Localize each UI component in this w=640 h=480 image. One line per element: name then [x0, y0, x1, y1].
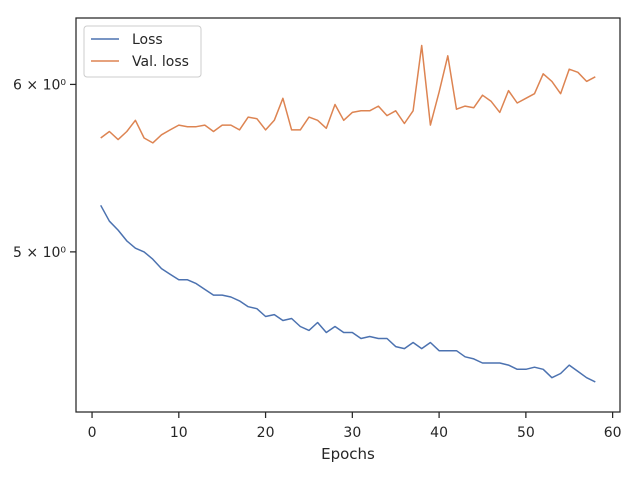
x-axis: 0 10 20 30 40 50 60 — [88, 412, 622, 441]
x-tick-label: 30 — [343, 425, 361, 441]
x-tick-label: 60 — [604, 425, 622, 441]
y-tick-label: 6 × 10⁰ — [13, 77, 66, 93]
plot-frame — [75, 17, 621, 413]
x-tick-label: 40 — [430, 425, 448, 441]
legend: Loss Val. loss — [83, 25, 202, 78]
series-line-val-loss — [100, 44, 596, 144]
series-line-loss — [100, 204, 596, 383]
x-tick-label: 0 — [88, 425, 97, 441]
plot-lines — [100, 44, 596, 383]
x-tick-label: 20 — [257, 425, 275, 441]
x-tick-label: 10 — [170, 425, 188, 441]
legend-label-val-loss: Val. loss — [132, 54, 189, 70]
legend-label-loss: Loss — [132, 32, 163, 48]
y-tick-label: 5 × 10⁰ — [13, 245, 66, 261]
x-axis-title: Epochs — [321, 445, 375, 463]
y-axis: 5 × 10⁰ 6 × 10⁰ — [13, 77, 76, 261]
x-tick-label: 50 — [517, 425, 535, 441]
